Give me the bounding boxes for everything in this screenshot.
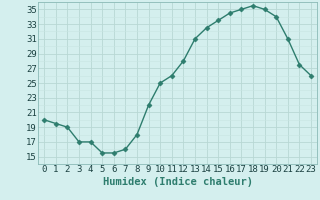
X-axis label: Humidex (Indice chaleur): Humidex (Indice chaleur) — [103, 177, 252, 187]
